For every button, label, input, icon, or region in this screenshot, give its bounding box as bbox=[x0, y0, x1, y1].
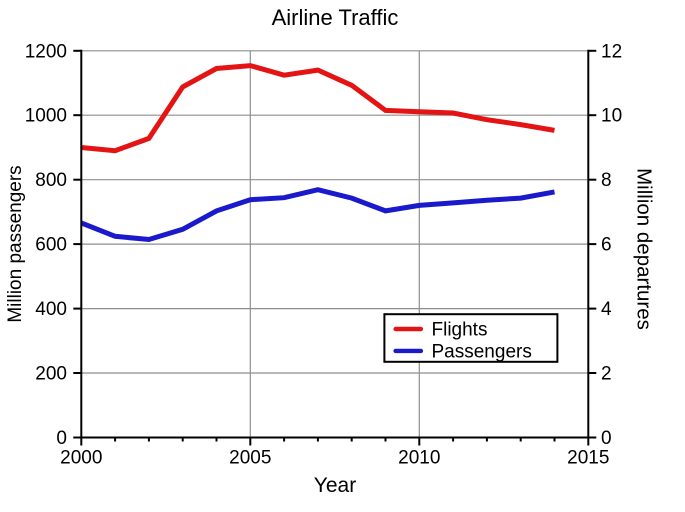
svg-text:0: 0 bbox=[56, 428, 67, 449]
svg-text:10: 10 bbox=[601, 106, 622, 127]
svg-text:600: 600 bbox=[35, 235, 67, 256]
svg-text:Passengers: Passengers bbox=[432, 342, 532, 363]
svg-text:2000: 2000 bbox=[60, 448, 102, 469]
svg-text:Flights: Flights bbox=[432, 319, 488, 340]
svg-text:2015: 2015 bbox=[567, 448, 609, 469]
svg-text:200: 200 bbox=[35, 364, 67, 385]
svg-text:Million departures: Million departures bbox=[633, 168, 656, 330]
svg-text:6: 6 bbox=[601, 235, 612, 256]
svg-text:400: 400 bbox=[35, 299, 67, 320]
svg-text:1200: 1200 bbox=[25, 41, 67, 62]
svg-text:800: 800 bbox=[35, 170, 67, 191]
svg-text:8: 8 bbox=[601, 170, 612, 191]
svg-text:Airline Traffic: Airline Traffic bbox=[272, 5, 399, 30]
svg-text:Year: Year bbox=[314, 474, 356, 497]
svg-text:1000: 1000 bbox=[25, 106, 67, 127]
svg-text:2: 2 bbox=[601, 364, 612, 385]
svg-text:2005: 2005 bbox=[229, 448, 271, 469]
svg-text:0: 0 bbox=[601, 428, 612, 449]
svg-text:Million passengers: Million passengers bbox=[5, 165, 26, 322]
svg-text:12: 12 bbox=[601, 41, 622, 62]
svg-text:2010: 2010 bbox=[398, 448, 440, 469]
svg-text:4: 4 bbox=[601, 299, 612, 320]
